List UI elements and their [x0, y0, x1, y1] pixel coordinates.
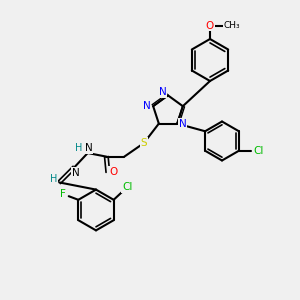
Text: F: F [60, 189, 66, 200]
Text: N: N [143, 101, 150, 111]
Text: N: N [179, 118, 186, 129]
Text: Cl: Cl [122, 182, 133, 192]
Text: N: N [159, 87, 167, 98]
Text: S: S [140, 138, 147, 148]
Text: N: N [72, 167, 80, 178]
Text: O: O [109, 167, 117, 177]
Text: N: N [85, 143, 92, 153]
Text: H: H [50, 174, 57, 184]
Text: O: O [206, 20, 214, 31]
Text: H: H [75, 143, 82, 153]
Text: Cl: Cl [253, 146, 264, 156]
Text: CH₃: CH₃ [223, 21, 240, 30]
